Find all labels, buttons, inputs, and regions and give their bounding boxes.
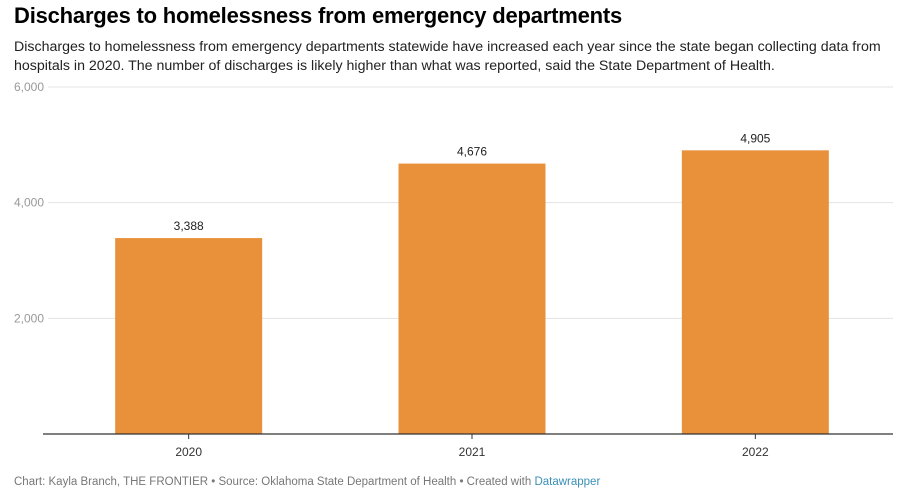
y-tick-label: 4,000 [14, 196, 44, 210]
chart-title: Discharges to homelessness from emergenc… [14, 3, 623, 28]
datawrapper-link[interactable]: Datawrapper [534, 476, 601, 488]
bar-2022 [681, 150, 829, 434]
value-label: 4,676 [457, 145, 487, 159]
chart-footer: Chart: Kayla Branch, THE FRONTIER • Sour… [14, 476, 600, 488]
value-label: 3,388 [174, 219, 204, 233]
x-tick-label: 2022 [742, 445, 769, 459]
y-tick-label: 6,000 [14, 80, 44, 94]
x-tick-label: 2021 [459, 445, 486, 459]
x-tick-label: 2020 [175, 445, 202, 459]
y-tick-label: 2,000 [14, 311, 44, 325]
bar-2020 [115, 238, 263, 434]
bar-chart: 2,000 4,000 6,000 3,388 2020 4,676 2021 4,905 20… [14, 80, 893, 459]
footer-credits: Chart: Kayla Branch, THE FRONTIER • Sour… [14, 476, 535, 488]
bar-2021 [398, 163, 546, 434]
value-label: 4,905 [740, 131, 770, 145]
chart-subtitle: Discharges to homelessness from emergenc… [14, 39, 881, 74]
